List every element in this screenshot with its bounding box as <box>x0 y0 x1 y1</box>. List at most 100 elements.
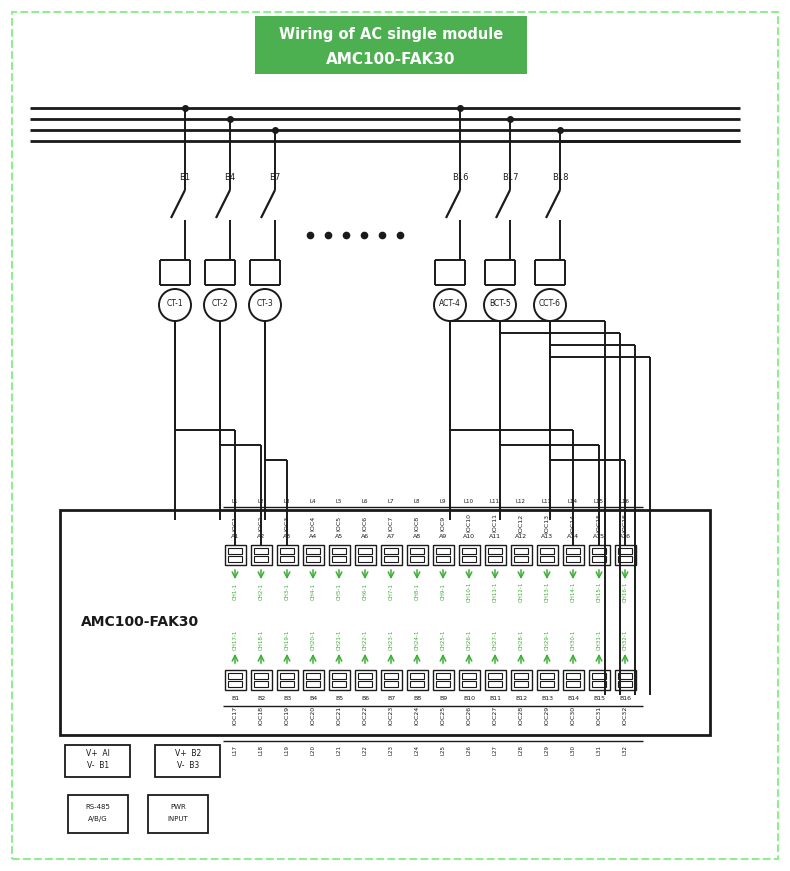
Bar <box>511 545 532 565</box>
Bar <box>436 681 450 687</box>
Bar <box>60 510 710 735</box>
Text: B15: B15 <box>593 696 605 700</box>
Text: B4: B4 <box>224 173 235 183</box>
Bar <box>540 556 554 562</box>
Text: CH27-1: CH27-1 <box>492 630 498 650</box>
Text: IOC19: IOC19 <box>284 706 289 725</box>
Text: A6: A6 <box>361 535 369 539</box>
Text: CH4-1: CH4-1 <box>310 584 315 600</box>
Bar <box>459 545 480 565</box>
Text: CH16-1: CH16-1 <box>623 582 627 602</box>
Text: IOC26: IOC26 <box>467 706 472 725</box>
Bar <box>563 545 584 565</box>
Bar <box>254 681 268 687</box>
Text: B17: B17 <box>502 173 518 183</box>
Text: A/B/G: A/B/G <box>88 816 107 822</box>
Bar <box>436 673 450 679</box>
Bar <box>462 673 476 679</box>
Text: A12: A12 <box>515 535 527 539</box>
Text: L3: L3 <box>284 498 290 503</box>
Bar <box>433 545 454 565</box>
Bar <box>592 548 606 554</box>
Bar <box>589 670 610 690</box>
Bar <box>462 548 476 554</box>
Bar <box>566 548 580 554</box>
Bar <box>618 681 632 687</box>
Text: L17: L17 <box>232 745 238 755</box>
Text: B7: B7 <box>269 173 280 183</box>
Text: CH14-1: CH14-1 <box>570 582 575 602</box>
Bar <box>384 548 398 554</box>
Text: A8: A8 <box>413 535 421 539</box>
Text: CT-1: CT-1 <box>167 299 183 307</box>
Bar <box>540 673 554 679</box>
Text: L8: L8 <box>414 498 420 503</box>
Text: L10: L10 <box>464 498 474 503</box>
Text: L27: L27 <box>492 745 498 755</box>
Bar <box>332 556 346 562</box>
Text: A5: A5 <box>335 535 343 539</box>
Text: CH17-1: CH17-1 <box>232 630 238 650</box>
Text: L2: L2 <box>258 498 264 503</box>
Text: CH9-1: CH9-1 <box>441 584 446 600</box>
Text: V+  B2: V+ B2 <box>175 748 201 758</box>
Text: L5: L5 <box>336 498 342 503</box>
Bar <box>329 670 350 690</box>
Text: CH10-1: CH10-1 <box>467 582 472 602</box>
Bar <box>280 673 294 679</box>
Bar <box>410 548 424 554</box>
Text: A9: A9 <box>439 535 447 539</box>
Bar <box>254 556 268 562</box>
Bar <box>436 548 450 554</box>
Bar <box>540 548 554 554</box>
Bar <box>306 681 320 687</box>
Text: IOC10: IOC10 <box>467 514 472 532</box>
Bar <box>332 673 346 679</box>
Text: B16: B16 <box>452 173 468 183</box>
Text: L26: L26 <box>467 745 472 755</box>
Text: IOC20: IOC20 <box>310 706 315 725</box>
Bar <box>592 681 606 687</box>
Text: B18: B18 <box>551 173 568 183</box>
Bar <box>615 670 636 690</box>
Bar <box>355 670 376 690</box>
Text: IOC11: IOC11 <box>492 514 498 532</box>
Text: L29: L29 <box>544 745 550 755</box>
Bar <box>566 681 580 687</box>
Bar <box>462 681 476 687</box>
Text: CH5-1: CH5-1 <box>337 584 341 600</box>
Bar <box>540 681 554 687</box>
Text: B14: B14 <box>567 696 579 700</box>
Text: L16: L16 <box>620 498 630 503</box>
Text: CH30-1: CH30-1 <box>570 630 575 650</box>
Bar <box>589 545 610 565</box>
Text: IOC13: IOC13 <box>544 513 550 532</box>
Bar <box>407 670 428 690</box>
Text: IOC9: IOC9 <box>441 516 446 530</box>
Bar <box>407 545 428 565</box>
Text: IOC25: IOC25 <box>441 706 446 725</box>
Bar <box>306 673 320 679</box>
Text: L13: L13 <box>542 498 552 503</box>
Text: L14: L14 <box>568 498 578 503</box>
Text: A7: A7 <box>387 535 395 539</box>
Bar <box>514 673 528 679</box>
Bar <box>306 548 320 554</box>
Text: A2: A2 <box>257 535 265 539</box>
Text: L12: L12 <box>516 498 526 503</box>
Text: IOC27: IOC27 <box>492 706 498 725</box>
Text: CH12-1: CH12-1 <box>518 582 524 602</box>
Bar <box>65 745 130 777</box>
Text: IOC7: IOC7 <box>389 516 393 530</box>
Text: IOC8: IOC8 <box>415 516 419 530</box>
Bar <box>592 673 606 679</box>
Text: B9: B9 <box>439 696 447 700</box>
Text: CH15-1: CH15-1 <box>596 582 601 602</box>
Bar <box>537 670 558 690</box>
Text: A16: A16 <box>619 535 631 539</box>
Text: L22: L22 <box>363 745 367 755</box>
Bar <box>514 556 528 562</box>
Text: A4: A4 <box>309 535 317 539</box>
Text: B11: B11 <box>489 696 501 700</box>
Bar <box>277 670 298 690</box>
